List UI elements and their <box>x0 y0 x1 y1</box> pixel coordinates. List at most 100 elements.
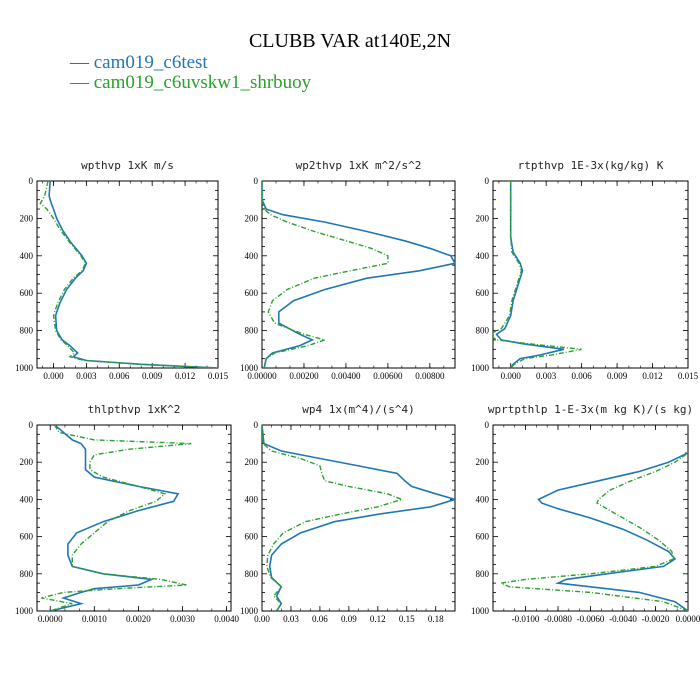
y-tick-label: 600 <box>20 288 34 298</box>
y-tick-label: 800 <box>476 326 490 336</box>
x-tick-label: 0.00000 <box>247 371 277 381</box>
y-tick-label: 0 <box>254 176 259 186</box>
x-tick-label: 0.006 <box>109 371 130 381</box>
panel-2: wp2thvp 1xK m^2/s^2020040060080010000.00… <box>240 159 456 381</box>
y-tick-label: 200 <box>476 457 490 467</box>
y-tick-label: 400 <box>476 251 490 261</box>
y-tick-label: 400 <box>20 251 34 261</box>
x-tick-label: 0.000 <box>501 371 522 381</box>
series-line-1 <box>495 181 565 368</box>
legend-label-2: cam019_c6uvskw1_shrbuoy <box>93 72 312 93</box>
panel-frame <box>492 180 689 369</box>
panel-title-2: wp2thvp 1xK m^2/s^2 <box>296 159 422 172</box>
x-tick-label: -0.0020 <box>642 614 670 624</box>
y-tick-label: 200 <box>245 457 259 467</box>
legend-dash-icon: — <box>70 52 94 73</box>
y-tick-label: 400 <box>20 494 34 504</box>
y-tick-label: 800 <box>245 569 259 579</box>
x-tick-label: 0.0030 <box>170 614 195 624</box>
y-tick-label: 600 <box>20 532 34 542</box>
y-tick-label: 0 <box>485 176 490 186</box>
x-tick-label: 0.12 <box>370 614 386 624</box>
x-tick-label: 0.00800 <box>415 371 445 381</box>
y-tick-label: 1000 <box>240 606 259 616</box>
series-line-2 <box>262 181 389 368</box>
legend-dash-icon: — <box>70 72 94 93</box>
x-tick-label: 0.06 <box>312 614 328 624</box>
x-tick-label: 0.003 <box>536 371 557 381</box>
y-tick-label: 400 <box>245 494 259 504</box>
y-tick-label: 600 <box>245 532 259 542</box>
series-line-2 <box>498 425 688 611</box>
x-tick-label: 0.012 <box>642 371 662 381</box>
x-tick-label: 0.012 <box>175 371 195 381</box>
y-tick-label: 400 <box>476 494 490 504</box>
y-tick-label: 400 <box>245 251 259 261</box>
y-tick-label: 1000 <box>15 363 34 373</box>
x-tick-label: 0.09 <box>341 614 357 624</box>
y-tick-label: 800 <box>245 326 259 336</box>
panel-frame <box>36 424 232 612</box>
panel-1: wpthvp 1xK m/s 0 200 400 600 800 1000 0.000 0.00… <box>15 159 229 381</box>
panel-title-1: wpthvp 1xK m/s <box>81 159 174 172</box>
legend-entry-2: — cam019_c6uvskw1_shrbuoy <box>70 72 311 94</box>
x-tick-label: -0.0040 <box>609 614 637 624</box>
legend-label-1: cam019_c6test <box>93 52 208 73</box>
x-tick-label: 0.009 <box>607 371 628 381</box>
x-tick-label: 0.18 <box>428 614 444 624</box>
series-line-1 <box>50 425 180 611</box>
y-tick-label: 0 <box>254 420 259 430</box>
x-tick-label: 0.15 <box>399 614 415 624</box>
x-tick-label: -0.0100 <box>512 614 540 624</box>
series-line-1 <box>262 181 455 368</box>
panel-4: thlpthvp 1xK^2 0 200 400 600 800 1000 0.0000 0.0… <box>15 403 239 624</box>
series-line-2 <box>493 181 582 368</box>
y-tick-label: 200 <box>20 457 34 467</box>
series-line-2 <box>39 181 218 368</box>
panel-title-3: rtpthvp 1E-3x(kg/kg) K <box>518 159 664 172</box>
x-tick-label: 0.003 <box>76 371 97 381</box>
x-tick-label: 0.015 <box>678 371 699 381</box>
y-tick-label: 600 <box>476 532 490 542</box>
x-tick-label: 0.015 <box>208 371 229 381</box>
y-tick-label: 0 <box>29 176 34 186</box>
panel-title-4: thlpthvp 1xK^2 <box>88 403 181 416</box>
y-tick-label: 1000 <box>15 606 34 616</box>
x-tick-label: 0.00 <box>254 614 270 624</box>
x-tick-label: 0.00600 <box>373 371 403 381</box>
y-tick-label: 1000 <box>471 363 490 373</box>
series-line-1 <box>48 181 218 368</box>
y-tick-label: 1000 <box>240 363 259 373</box>
y-tick-label: 800 <box>20 569 34 579</box>
panel-title-6: wprtpthlp 1-E-3x(m kg K)/(s kg) <box>488 403 693 416</box>
page-title: CLUBB VAR at140E,2N <box>248 30 452 52</box>
panel-6: wprtpthlp 1-E-3x(m kg K)/(s kg) 0 200 400 60… <box>471 403 700 624</box>
y-tick-label: 800 <box>20 326 34 336</box>
y-tick-label: 0 <box>485 420 490 430</box>
y-tick-label: 200 <box>245 213 259 223</box>
x-tick-label: 0.03 <box>283 614 299 624</box>
y-tick-label: 1000 <box>471 606 490 616</box>
x-tick-label: 0.009 <box>142 371 163 381</box>
series-line-2 <box>41 425 192 611</box>
x-tick-label: 0.00200 <box>289 371 319 381</box>
x-tick-label: 0.0020 <box>126 614 151 624</box>
legend-entry-1: — cam019_c6test <box>70 52 208 74</box>
y-tick-label: 600 <box>476 288 490 298</box>
x-tick-label: 0.0000 <box>676 614 700 624</box>
y-tick-label: 0 <box>29 420 34 430</box>
y-tick-label: 200 <box>20 213 34 223</box>
x-tick-label: 0.00400 <box>331 371 361 381</box>
x-tick-label: 0.0040 <box>214 614 239 624</box>
panel-title-5: wp4 1x(m^4)/(s^4) <box>302 403 415 416</box>
x-tick-label: 0.0000 <box>38 614 63 624</box>
x-tick-label: 0.000 <box>43 371 64 381</box>
x-tick-label: 0.006 <box>572 371 593 381</box>
series-line-2 <box>262 425 405 611</box>
x-tick-label: -0.0080 <box>544 614 572 624</box>
panel-frame <box>261 180 456 369</box>
x-tick-label: -0.0060 <box>577 614 605 624</box>
series-line-1 <box>262 425 455 611</box>
